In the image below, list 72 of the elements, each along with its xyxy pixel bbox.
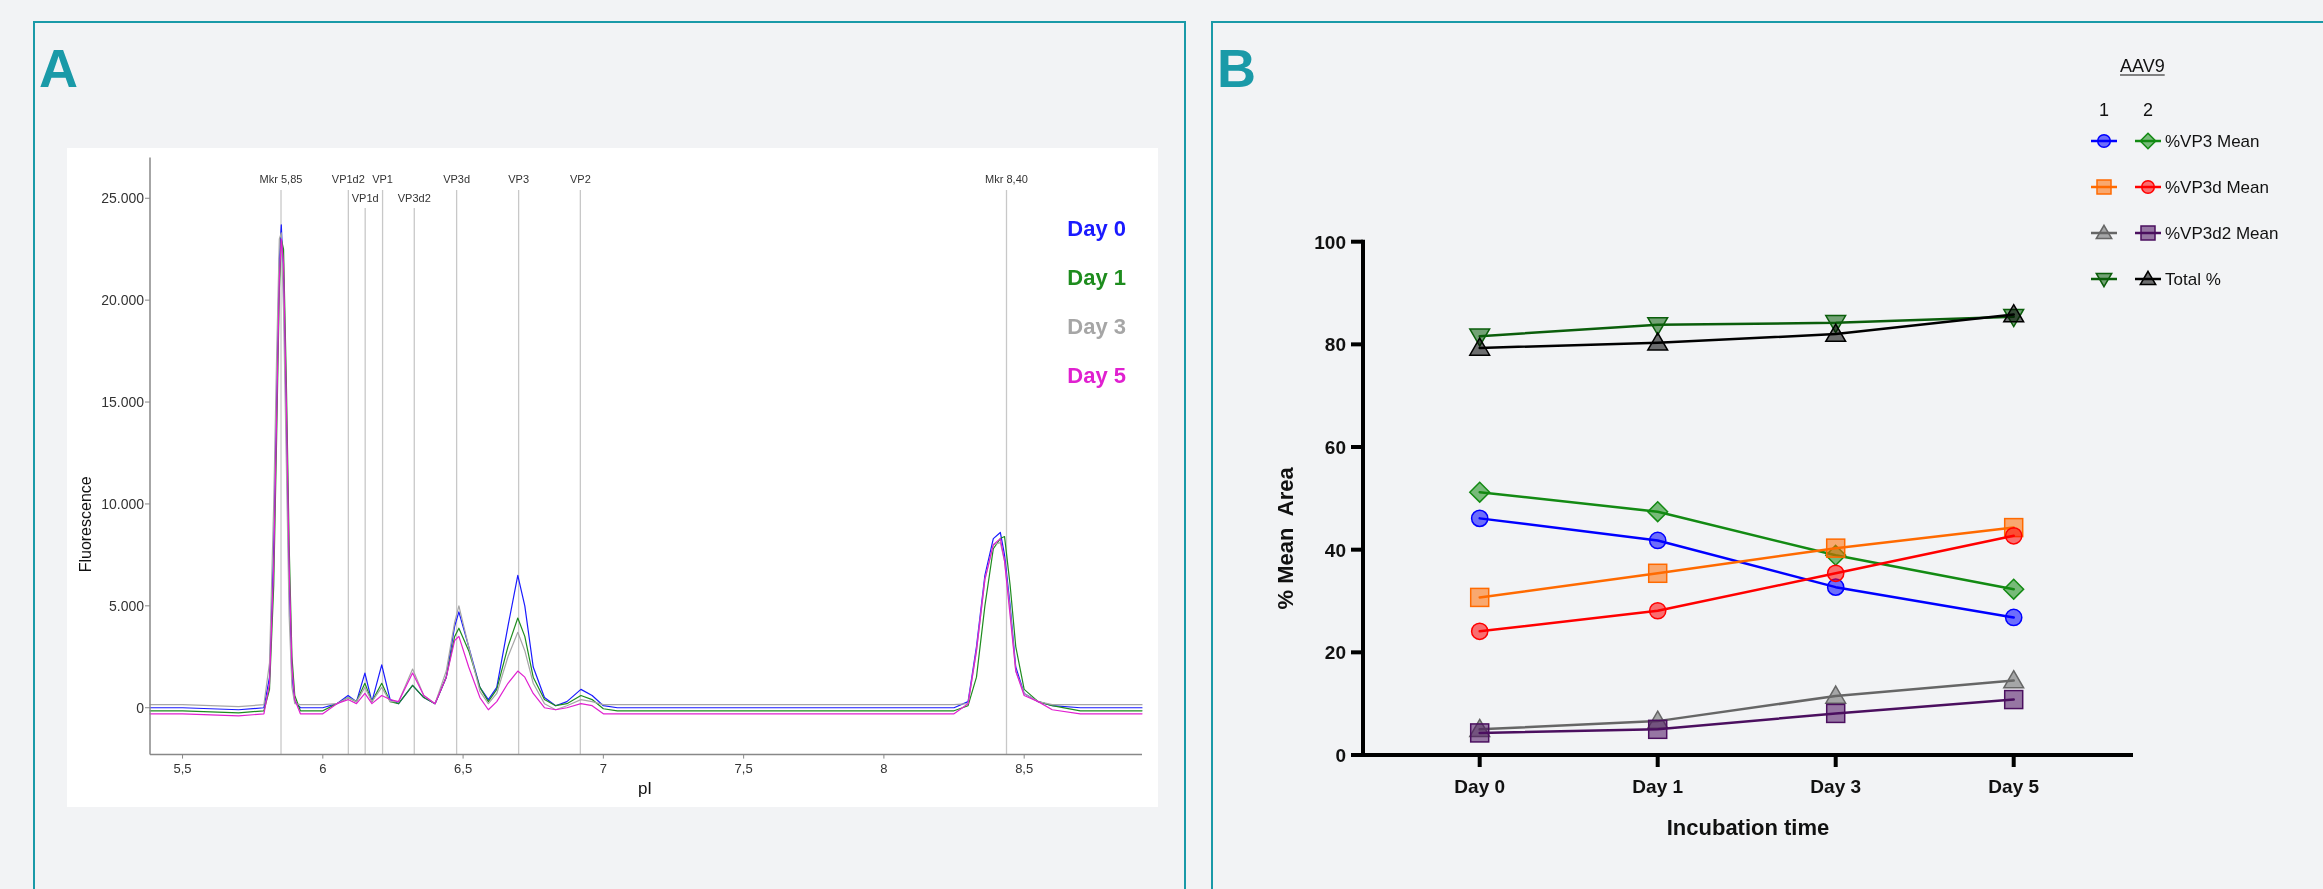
point xyxy=(1647,332,1669,351)
ref-line-label: Mkr 8,40 xyxy=(985,173,1028,185)
y-tick-label: 100 xyxy=(1314,231,1346,253)
x-tick-label: 8,5 xyxy=(1015,760,1034,776)
point xyxy=(2003,578,2025,600)
y-tick-label: 25.000 xyxy=(101,190,145,207)
text: Day 1 xyxy=(1067,265,1126,290)
x-axis-title: pI xyxy=(637,778,653,798)
x-tick-label: 7,5 xyxy=(734,760,753,776)
x-tick-label: 6,5 xyxy=(454,760,473,776)
point xyxy=(1469,481,1491,503)
point xyxy=(1648,601,1667,620)
y-tick-label: 10.000 xyxy=(101,495,145,512)
ref-line-label: VP1d2 xyxy=(331,173,365,185)
point xyxy=(2004,526,2023,545)
x-tick-label: Day 5 xyxy=(1988,776,2040,797)
text: Day 3 xyxy=(1067,314,1126,339)
ref-line-label: VP1 xyxy=(372,173,393,185)
y-tick-label: 0 xyxy=(1335,745,1346,766)
legend-title: AAV9 xyxy=(2120,56,2165,76)
text: 2 xyxy=(2142,100,2154,120)
point xyxy=(2003,303,2025,323)
point xyxy=(2003,669,2025,689)
x-tick-label: 7 xyxy=(599,760,607,776)
x-tick-label: Day 3 xyxy=(1810,776,1862,797)
legend-label: %VP3 Mean xyxy=(2165,132,2260,151)
y-tick-label: 20 xyxy=(1324,642,1346,664)
x-tick-label: Day 1 xyxy=(1632,776,1684,797)
point xyxy=(1826,564,1845,583)
point xyxy=(1470,509,1489,528)
legend-label: Total % xyxy=(2165,270,2221,289)
point xyxy=(1825,323,1847,343)
point xyxy=(1469,337,1491,356)
ref-line-label: VP3d xyxy=(443,173,471,185)
legend-label: %VP3d Mean xyxy=(2165,178,2269,197)
y-tick-label: 40 xyxy=(1324,539,1346,561)
legend-label: %VP3d2 Mean xyxy=(2165,224,2279,243)
y-tick-label: 20.000 xyxy=(101,292,145,309)
point xyxy=(1825,703,1846,724)
point xyxy=(1648,531,1667,550)
y-tick-label: 80 xyxy=(1324,334,1346,356)
y-tick-label: 5.000 xyxy=(108,597,145,614)
y-tick-label: 15.000 xyxy=(101,394,145,411)
text: Day 0 xyxy=(1067,216,1126,241)
ref-line-label: VP1d xyxy=(351,192,379,204)
point xyxy=(1647,501,1669,523)
x-tick-label: 5,5 xyxy=(173,760,192,776)
ref-line-label: Mkr 5,85 xyxy=(259,173,303,185)
point xyxy=(1825,685,1847,704)
y-axis-title: % Mean Area xyxy=(1273,466,1298,610)
ref-line-label: VP3d2 xyxy=(397,192,431,204)
ref-line-label: VP3 xyxy=(508,173,530,185)
text: 1 xyxy=(2098,100,2110,120)
chart-title: A xyxy=(39,38,78,98)
y-tick-label: 60 xyxy=(1324,437,1346,459)
point xyxy=(1647,563,1668,584)
text: Day 5 xyxy=(1067,363,1126,388)
point xyxy=(1469,587,1490,608)
x-axis-title: Incubation time xyxy=(1666,815,1830,840)
point xyxy=(1469,723,1490,743)
point xyxy=(2004,608,2023,627)
x-tick-label: 6 xyxy=(319,760,327,776)
point xyxy=(1470,622,1489,641)
y-axis-title: Fluorescence xyxy=(77,476,94,573)
point xyxy=(1647,719,1668,740)
point xyxy=(2003,689,2024,710)
point xyxy=(1825,538,1846,558)
y-tick-label: 0 xyxy=(136,699,145,716)
x-tick-label: 8 xyxy=(880,760,888,776)
x-tick-label: Day 0 xyxy=(1454,776,1506,797)
ref-line-label: VP2 xyxy=(569,173,591,185)
chart-title: B xyxy=(1217,38,1256,98)
